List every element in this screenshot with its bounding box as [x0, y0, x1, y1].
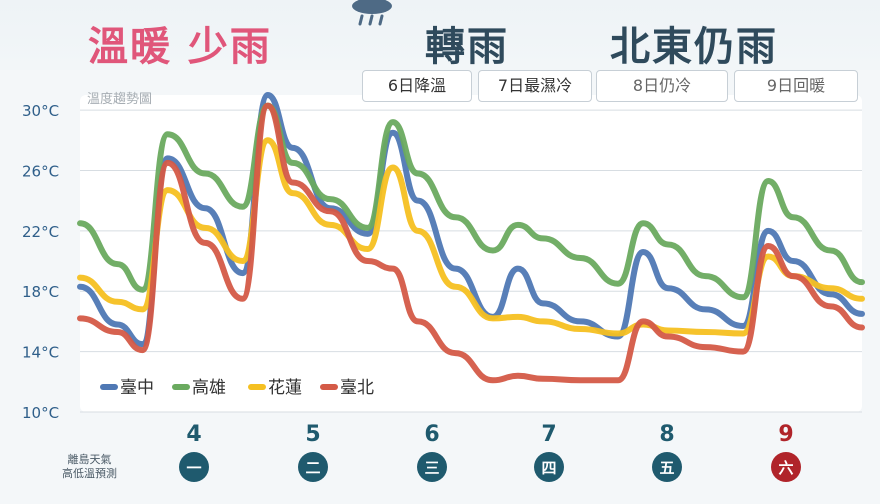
event-label-9: 9日回暖 [734, 70, 858, 102]
legend-label: 臺北 [340, 378, 374, 398]
mid-headline: 轉雨 [425, 24, 509, 70]
weekday-badge [298, 452, 328, 482]
weekday-label: 一 [186, 459, 201, 477]
weekday-badge [771, 452, 801, 482]
x-day-label: 4 [186, 422, 201, 447]
x-day-label: 5 [305, 422, 320, 447]
weekday-badge [417, 452, 447, 482]
y-tick-label: 30°C [22, 102, 59, 120]
islands-label-line2: 高低溫預測 [62, 467, 117, 480]
rain-cloud-icon [352, 0, 392, 26]
weekday-badge [179, 452, 209, 482]
chart-title: 溫度趨勢圖 [87, 91, 152, 107]
y-tick-label: 26°C [22, 162, 59, 180]
weekday-label: 六 [778, 459, 793, 477]
x-day-label: 8 [659, 422, 674, 447]
event-label-7: 7日最濕冷 [478, 70, 592, 102]
event-label-8: 8日仍冷 [596, 70, 728, 102]
series-line-3 [77, 102, 865, 384]
y-tick-label: 14°C [22, 344, 59, 362]
weekday-label: 三 [424, 459, 439, 477]
weekday-label: 四 [541, 459, 556, 477]
legend-label: 高雄 [192, 378, 226, 398]
left-headline: 溫暖 少雨 [88, 24, 272, 70]
islands-label-line1: 離島天氣 [67, 453, 112, 466]
y-tick-label: 18°C [22, 283, 59, 301]
weekday-label: 二 [305, 459, 320, 477]
weekday-label: 五 [659, 459, 674, 477]
weekday-badge [652, 452, 682, 482]
islands-forecast-label: 離島天氣 高低溫預測 [62, 453, 117, 481]
legend-label: 臺中 [120, 378, 154, 398]
series-line-0 [77, 92, 865, 348]
y-tick-label: 10°C [22, 404, 59, 422]
x-day-label: 7 [541, 422, 556, 447]
legend-label: 花蓮 [268, 378, 302, 398]
series-line-1 [77, 102, 865, 301]
series-line-2 [77, 137, 865, 337]
weekday-badge [534, 452, 564, 482]
header-banner: 溫暖 少雨 轉雨 北東仍雨 [0, 0, 880, 70]
right-headline: 北東仍雨 [610, 24, 778, 70]
event-label-6: 6日降溫 [362, 70, 472, 102]
x-day-label: 6 [424, 422, 439, 447]
y-tick-label: 22°C [22, 223, 59, 241]
x-day-label: 9 [778, 422, 793, 447]
